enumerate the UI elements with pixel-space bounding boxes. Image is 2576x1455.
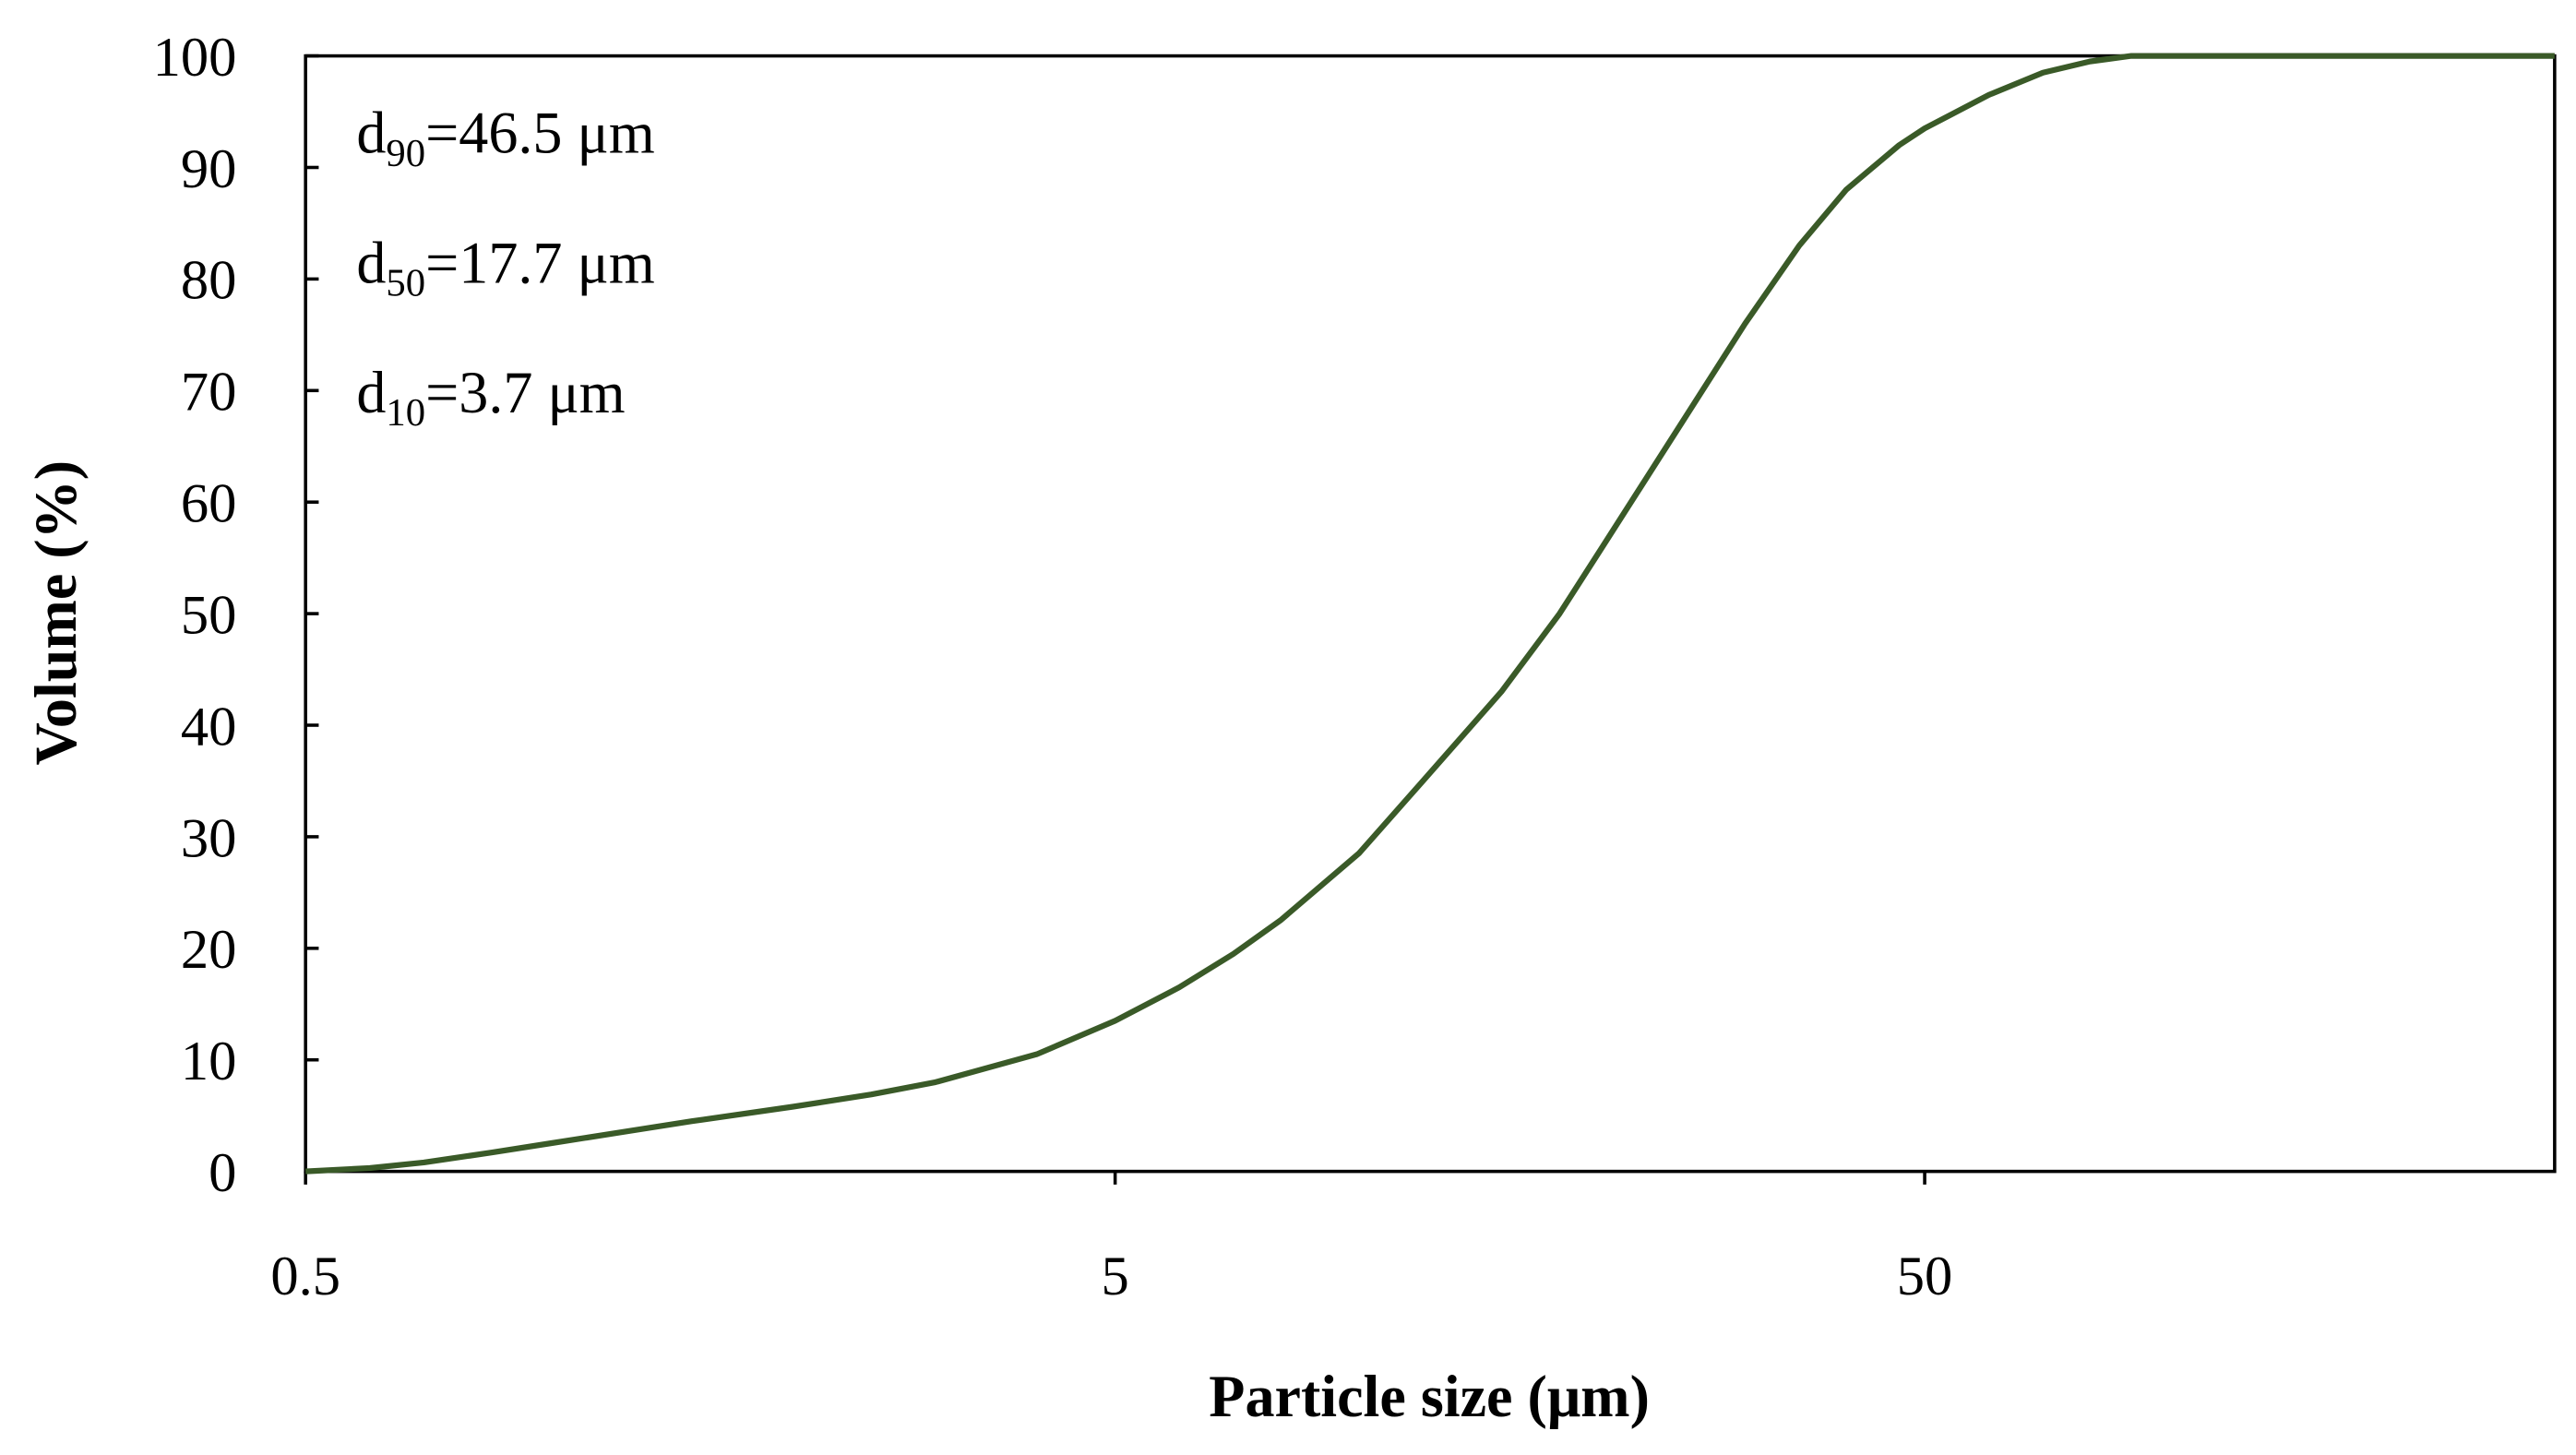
annotation-base: d xyxy=(356,230,386,295)
y-tick-label: 30 xyxy=(181,807,237,869)
annotation: d10=3.7 μm xyxy=(356,360,625,435)
annotation: d90=46.5 μm xyxy=(356,101,654,175)
y-tick-label: 40 xyxy=(181,696,237,757)
annotation-subscript: 50 xyxy=(386,262,425,305)
line xyxy=(305,53,2555,1175)
annotation: d50=17.7 μm xyxy=(356,230,654,304)
annotation-text: =17.7 μm xyxy=(425,230,655,295)
x-tick-label: 5 xyxy=(1101,1246,1128,1307)
annotation-text: =3.7 μm xyxy=(425,360,626,425)
y-tick-label: 100 xyxy=(153,27,237,89)
y-tick-label: 50 xyxy=(181,584,237,646)
x-tick-label: 0.5 xyxy=(270,1246,340,1307)
annotation-base: d xyxy=(356,360,386,425)
y-tick-label: 80 xyxy=(181,250,237,312)
y-tick-label: 70 xyxy=(181,362,237,423)
y-tick-label: 90 xyxy=(181,138,237,200)
y-tick-label: 10 xyxy=(181,1031,237,1092)
y-tick-label: 60 xyxy=(181,473,237,535)
annotation-base: d xyxy=(356,101,386,166)
annotation-subscript: 10 xyxy=(386,391,425,435)
y-tick-label: 0 xyxy=(209,1142,236,1204)
annotation-text: =46.5 μm xyxy=(425,101,655,166)
x-tick-label: 50 xyxy=(1897,1246,1953,1307)
annotation-subscript: 90 xyxy=(386,132,425,175)
plot-frame xyxy=(304,54,2557,1174)
y-tick-label: 20 xyxy=(181,919,237,981)
x-axis-title: Particle size (μm) xyxy=(1209,1364,1650,1429)
y-axis-title: Volume (%) xyxy=(23,460,89,766)
